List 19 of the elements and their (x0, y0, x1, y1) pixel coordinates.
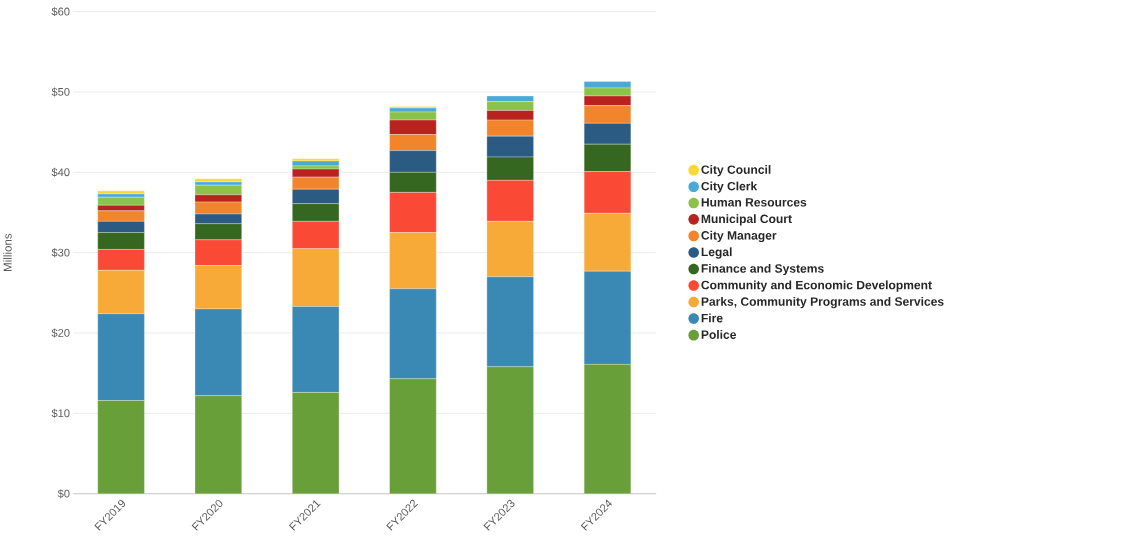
y-tick-label: $10 (51, 409, 70, 419)
y-tick-label: $50 (51, 87, 70, 97)
legend-label: Fire (701, 313, 723, 323)
legend-label: Police (701, 330, 737, 340)
y-tick-label: $40 (51, 168, 70, 177)
legend-label: Municipal Court (701, 214, 792, 226)
y-axis-title: Millions (3, 233, 12, 272)
y-tick-label: $0 (57, 489, 70, 499)
y-tick-label: $60 (51, 7, 70, 17)
legend-label: Parks, Community Programs and Services (701, 297, 944, 309)
legend-label: Legal (701, 247, 732, 259)
legend-label: Finance and Systems (701, 264, 824, 276)
y-tick-label: $30 (51, 248, 70, 258)
legend-label: City Council (701, 165, 771, 177)
legend-label: Community and Economic Development (701, 280, 932, 292)
legend-label: City Manager (701, 230, 777, 243)
legend-label: Human Resources (701, 198, 807, 207)
legend-label: City Clerk (701, 181, 758, 194)
y-tick-label: $20 (51, 328, 70, 338)
